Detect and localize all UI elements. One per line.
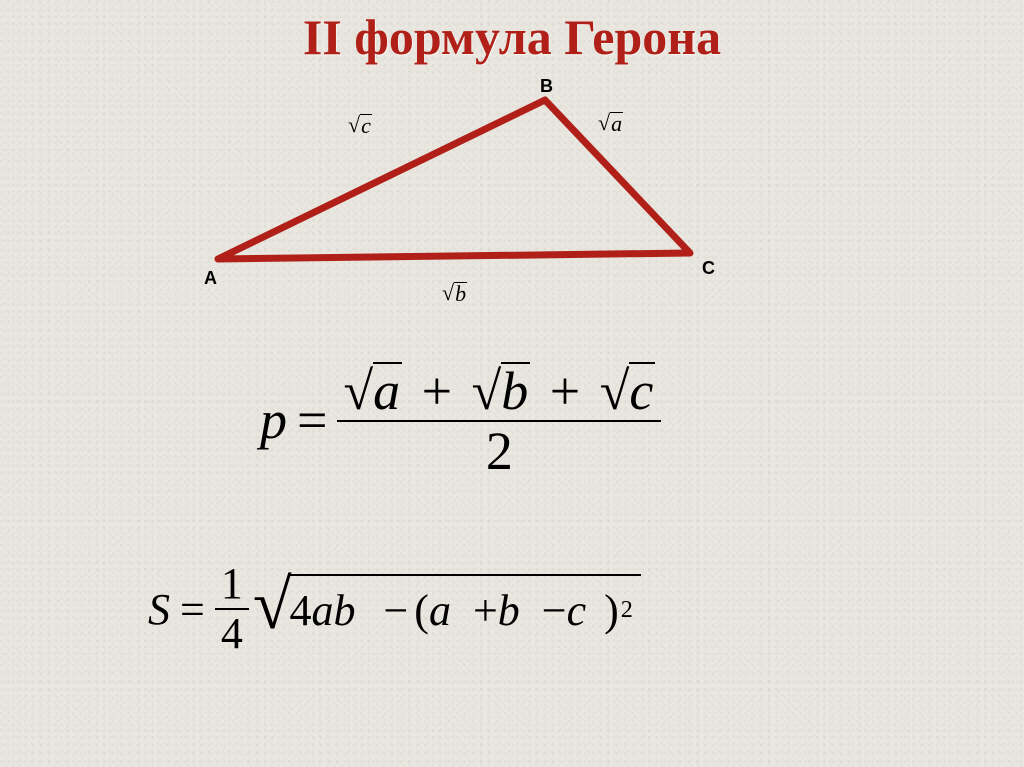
plus-sign: + — [422, 361, 452, 421]
formula-s-radicand: 4ab − ( a + b − c ) 2 — [289, 574, 640, 644]
radicand-a: a — [373, 362, 402, 418]
plus-sign: + — [473, 585, 498, 636]
formula-s: S = 1 4 √ 4ab − ( a + b − c ) 2 — [148, 560, 641, 658]
formula-p-numerator: √a + √b + √c — [337, 360, 661, 420]
sqrt-b-term: √b — [472, 362, 531, 418]
rparen: ) — [604, 585, 619, 636]
formula-s-lhs: S — [148, 584, 170, 635]
formula-s-coefficient-frac: 1 4 — [215, 560, 249, 658]
equals-sign: = — [180, 584, 205, 635]
triangle-figure — [0, 0, 1024, 400]
sqrt-c-term: √c — [600, 362, 656, 418]
side-label-b-radicand: b — [454, 282, 467, 305]
equals-sign: = — [297, 389, 327, 451]
side-label-sqrt-c: √ c — [348, 114, 372, 137]
rad-ab: ab — [311, 585, 355, 636]
radicand-c: c — [629, 362, 655, 418]
formula-p-denominator: 2 — [480, 422, 519, 480]
sqrt-sign-icon: √ — [442, 282, 454, 304]
exponent-2: 2 — [621, 596, 633, 624]
side-label-sqrt-a: √ a — [598, 112, 623, 135]
formula-s-radical: √ 4ab − ( a + b − c ) 2 — [253, 574, 641, 644]
term-b: b — [498, 585, 520, 636]
formula-p-lhs: p — [260, 389, 287, 451]
side-label-a-radicand: a — [610, 112, 623, 135]
formula-p: p = √a + √b + √c 2 — [260, 360, 661, 480]
minus-sign: − — [542, 585, 567, 636]
side-label-c-radicand: c — [360, 114, 372, 137]
vertex-label-b: B — [540, 76, 553, 97]
coef-den: 4 — [215, 610, 249, 658]
sqrt-a-term: √a — [343, 362, 402, 418]
formula-p-fraction: √a + √b + √c 2 — [337, 360, 661, 480]
vertex-label-a: A — [204, 268, 217, 289]
rad-4: 4 — [289, 585, 311, 636]
side-label-sqrt-b: √ b — [442, 282, 467, 305]
minus-sign: − — [383, 585, 408, 636]
term-a: a — [429, 585, 451, 636]
sqrt-sign-icon: √ — [348, 114, 360, 136]
vertex-label-c: C — [702, 258, 715, 279]
lparen: ( — [414, 585, 429, 636]
coef-num: 1 — [215, 560, 249, 608]
term-c: c — [567, 585, 587, 636]
plus-sign: + — [550, 361, 580, 421]
radicand-b: b — [501, 362, 530, 418]
radical-sign-icon: √ — [253, 570, 292, 640]
sqrt-sign-icon: √ — [598, 112, 610, 134]
